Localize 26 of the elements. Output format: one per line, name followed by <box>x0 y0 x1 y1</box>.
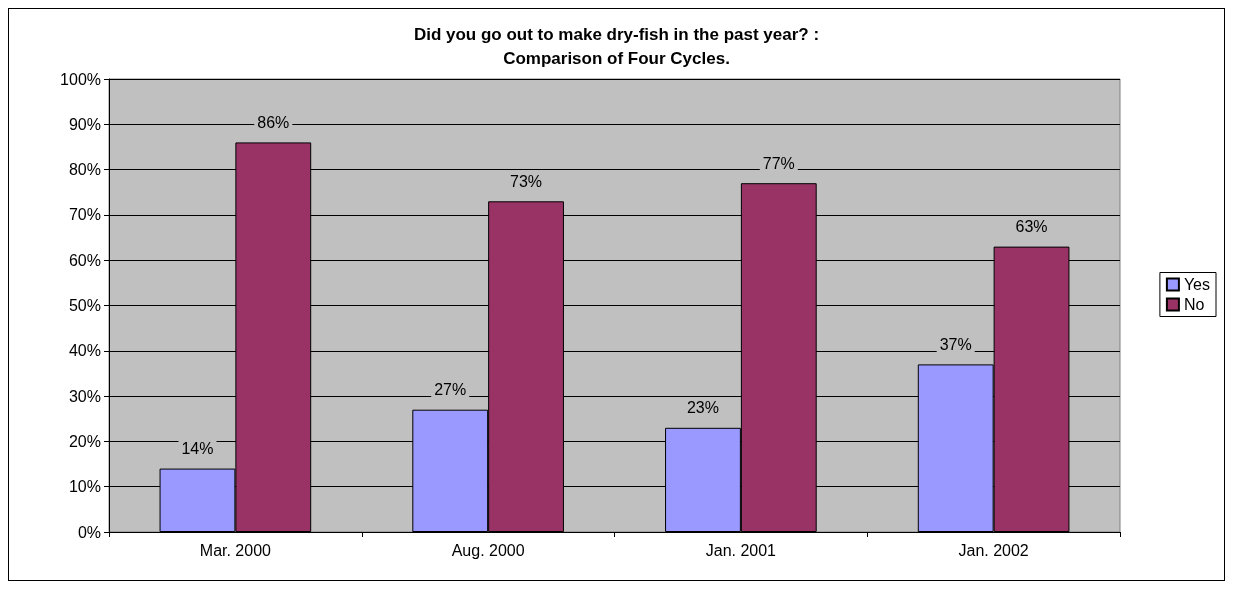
x-tick-label: Aug. 2000 <box>451 541 525 559</box>
data-label: 77% <box>762 154 795 172</box>
x-tick-label: Jan. 2001 <box>705 541 777 559</box>
data-label: 14% <box>181 440 214 458</box>
y-tick-label: 90% <box>68 115 101 133</box>
legend-label: No <box>1183 296 1205 313</box>
data-label: 37% <box>939 335 972 353</box>
y-tick-label: 0% <box>77 523 101 541</box>
data-label: 63% <box>1015 218 1048 236</box>
x-tick-label: Mar. 2000 <box>199 541 272 559</box>
data-label: 86% <box>257 113 290 131</box>
legend-label: Yes <box>1183 276 1211 293</box>
y-tick-label: 60% <box>68 251 101 269</box>
data-label: 73% <box>510 172 543 190</box>
y-tick-label: 30% <box>68 387 101 405</box>
y-tick-label: 70% <box>68 206 101 224</box>
x-tick-label: Jan. 2002 <box>958 541 1029 559</box>
y-tick-label: 100% <box>60 70 101 88</box>
y-tick-label: 40% <box>68 342 101 360</box>
y-tick-label: 50% <box>68 297 101 314</box>
chart-title: Did you go out to make dry-fish in the past year? : Comparison of Four Cycles. <box>413 24 820 68</box>
y-tick-label: 80% <box>68 161 101 179</box>
y-tick-label: 10% <box>68 478 101 496</box>
data-label: 27% <box>434 381 467 399</box>
data-label: 23% <box>686 399 719 417</box>
y-tick-label: 20% <box>68 432 101 450</box>
